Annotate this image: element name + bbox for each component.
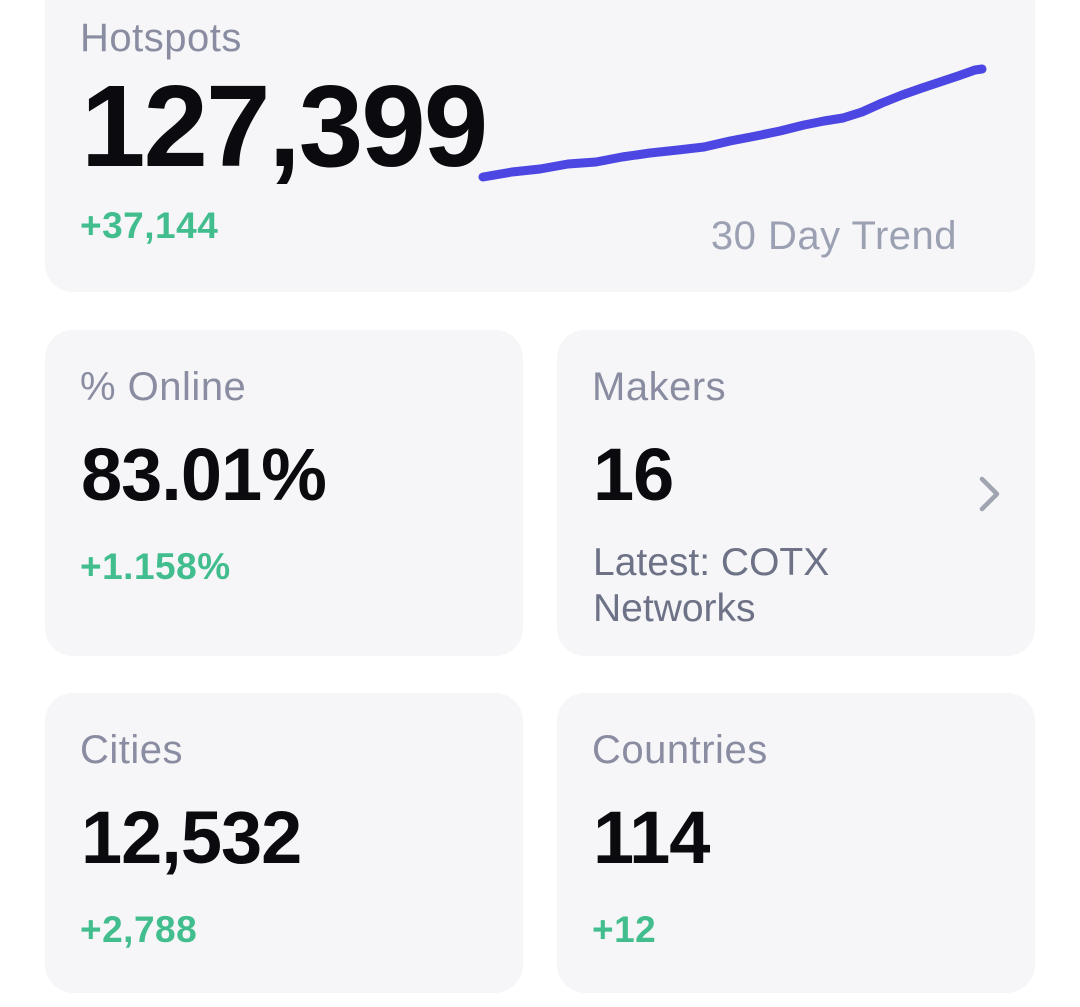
cities-card: Cities 12,532 +2,788 [45,693,523,993]
percent-online-card: % Online 83.01% +1.158% [45,330,523,656]
countries-card: Countries 114 +12 [557,693,1035,993]
trend-line [478,64,987,182]
makers-card[interactable]: Makers 16 Latest: COTX Networks [557,330,1035,656]
percent-online-change: +1.158% [80,546,231,587]
makers-latest-label: Latest: COTX Networks [593,541,830,630]
countries-value: 114 [593,796,710,879]
chevron-right-icon[interactable] [979,476,1001,512]
cities-title: Cities [80,728,184,772]
countries-change: +12 [592,909,657,950]
percent-online-value: 83.01% [81,433,327,516]
trend-sparkline-chart [478,64,987,182]
hotspots-card: Hotspots 127,399 +37,144 30 Day Trend [45,0,1035,292]
hotspots-title: Hotspots [80,16,242,60]
hotspots-value: 127,399 [81,61,488,191]
cities-value: 12,532 [81,796,302,879]
percent-online-title: % Online [80,365,247,409]
hotspots-change: +37,144 [80,205,219,246]
countries-title: Countries [592,728,768,772]
makers-value: 16 [593,433,674,516]
trend-period-label: 30 Day Trend [710,214,957,258]
makers-title: Makers [592,365,727,409]
cities-change: +2,788 [80,909,198,950]
